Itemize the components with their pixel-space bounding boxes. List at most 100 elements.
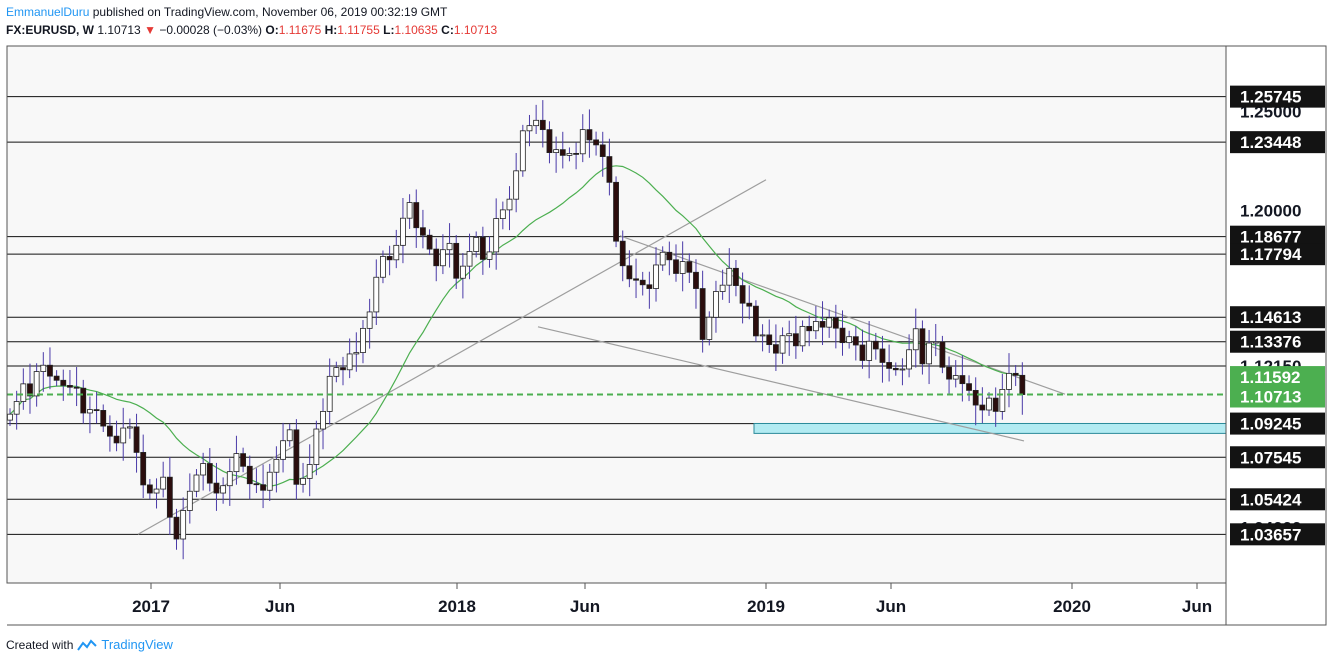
candle-bull: [233, 453, 240, 473]
candle-bull: [33, 371, 40, 397]
candle-bull: [952, 375, 959, 380]
candle-bull: [380, 256, 386, 278]
candle-bear: [107, 425, 113, 437]
candle-bull: [406, 202, 413, 219]
candle-bull: [266, 471, 273, 491]
candle-bear: [253, 483, 260, 486]
price-level-box: [1230, 523, 1325, 546]
candle-bull: [393, 244, 400, 261]
candle-bear: [146, 484, 153, 494]
ma-value-label: 1.11592: [1240, 368, 1301, 387]
published-text: published on TradingView.com, November 0…: [92, 5, 448, 19]
candle-bull: [506, 198, 513, 211]
price-axis[interactable]: 1.250001.200001.121501.040001.257451.234…: [1230, 85, 1325, 546]
candle-bear: [433, 248, 440, 267]
candle-bull: [153, 488, 160, 494]
price-level-box: [1230, 446, 1325, 469]
uptrend-line: [137, 179, 767, 535]
tradingview-brand[interactable]: TradingView: [101, 637, 173, 652]
candle-bull: [786, 333, 793, 337]
candle-bull: [320, 410, 326, 430]
candle-bear: [573, 152, 579, 155]
symbol-legend: FX:EURUSD, W 1.10713 ▼ −0.00028 (−0.03%)…: [6, 23, 497, 37]
candle-bull: [400, 217, 406, 246]
price-level-box: [1230, 243, 1325, 266]
candle-bull: [866, 340, 873, 361]
candle-bear: [639, 279, 646, 286]
candle-bear: [80, 387, 87, 414]
ma-line: [9, 165, 1023, 487]
candle-bear: [626, 265, 633, 280]
candle-bull: [726, 267, 733, 286]
candle-bear: [173, 516, 180, 540]
time-tick-label: 2019: [747, 597, 785, 616]
price-tick-label: 1.20000: [1240, 201, 1301, 220]
candle-bull: [579, 129, 586, 155]
candle-bear: [206, 463, 213, 484]
candle-bear: [599, 144, 606, 157]
candle-bear: [546, 129, 553, 154]
candle-bear: [766, 334, 773, 346]
candle-bear: [806, 325, 813, 332]
tradingview-logo-icon: [77, 638, 98, 651]
candle-bear: [733, 267, 739, 286]
candle-bull: [799, 325, 806, 347]
low-label: L:: [383, 23, 395, 37]
candle-bear: [426, 234, 433, 250]
candle-bear: [633, 278, 639, 281]
candle-bull: [526, 125, 533, 132]
price-change: −0.00028 (−0.03%): [159, 23, 263, 37]
close-label: C:: [441, 23, 454, 37]
candle-bear: [453, 242, 460, 279]
candle-bull: [193, 474, 200, 492]
candle-bull: [313, 428, 320, 465]
candle-bull: [306, 464, 313, 479]
time-tick-label: Jun: [1182, 597, 1212, 616]
candle-bear: [773, 344, 779, 354]
candle-bear: [260, 484, 266, 491]
candle-bull: [333, 367, 340, 377]
candle-bear: [746, 302, 753, 307]
candle-bull: [932, 341, 939, 344]
candle-bear: [872, 340, 879, 350]
candle-bear: [606, 156, 613, 183]
price-level-box: [1230, 225, 1325, 248]
candle-bull: [346, 353, 353, 371]
candle-bear: [739, 285, 746, 304]
candle-bear: [619, 240, 626, 267]
candles: [7, 100, 1026, 560]
candle-bear: [60, 379, 67, 386]
candle-bear: [420, 227, 426, 236]
price-level-box: [1230, 412, 1325, 435]
candle-bull: [7, 413, 13, 421]
price-level-box: [1230, 488, 1325, 511]
open-value: 1.11675: [278, 23, 322, 37]
candle-bull: [126, 426, 133, 429]
candle-bull: [459, 265, 466, 279]
candle-bear: [832, 317, 839, 329]
footer: Created with TradingView: [6, 637, 173, 652]
candle-bull: [826, 317, 833, 328]
candle-bull: [533, 119, 540, 127]
candle-bull: [653, 264, 659, 289]
last-price: 1.10713: [97, 23, 141, 37]
candle-bear: [1012, 372, 1019, 376]
candle-bear: [559, 149, 566, 156]
candle-bull: [40, 364, 47, 372]
price-level-label: 1.25745: [1240, 88, 1301, 107]
candle-bear: [693, 271, 699, 289]
symbol-name[interactable]: FX:EURUSD, W: [6, 23, 94, 37]
candle-bear: [959, 375, 966, 385]
candle-bear: [27, 383, 33, 397]
price-level-box: [1230, 131, 1325, 154]
down-arrow-icon: ▼: [144, 23, 156, 37]
close-value: 1.10713: [453, 23, 498, 37]
candle-bull: [486, 251, 493, 260]
candle-bull: [912, 328, 919, 351]
time-tick-label: Jun: [570, 597, 600, 616]
candle-bull: [679, 261, 686, 274]
candle-bull: [999, 389, 1006, 412]
author-link[interactable]: EmmanuelDuru: [6, 5, 90, 19]
time-axis[interactable]: 2017 Jun 2018 Jun 2019 Jun 2020 Jun: [132, 583, 1212, 616]
